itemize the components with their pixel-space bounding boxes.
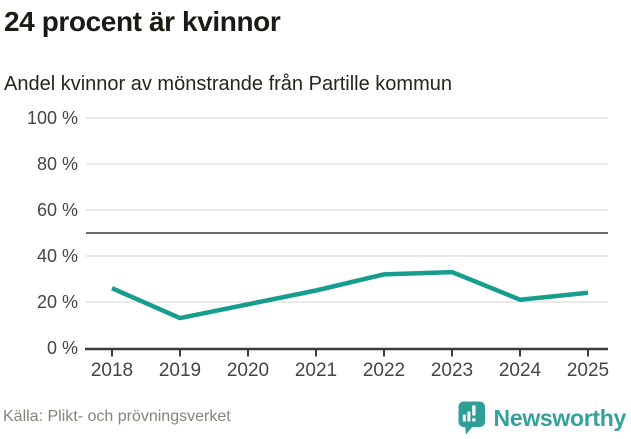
- x-tick-label: 2019: [159, 360, 201, 381]
- newsworthy-brand: Newsworthy: [457, 400, 626, 436]
- y-tick-label: 60 %: [37, 200, 78, 220]
- x-tick-label: 2024: [499, 360, 542, 381]
- x-tick-label: 2018: [91, 360, 133, 381]
- y-tick-label: 100 %: [27, 108, 78, 128]
- x-tick-label: 2021: [295, 360, 337, 381]
- chart-title: 24 procent är kvinnor: [4, 6, 281, 37]
- source-note: Källa: Plikt- och prövningsverket: [3, 408, 231, 425]
- newsworthy-logo-icon: [458, 401, 485, 435]
- y-tick-label: 80 %: [37, 154, 78, 174]
- y-tick-label: 40 %: [37, 246, 78, 266]
- line-chart: 0 % 20 % 40 % 60 % 80 % 100 % 2018 2019 2020 2021…: [27, 108, 609, 381]
- y-tick-label: 0 %: [47, 338, 78, 358]
- x-tick-label: 2023: [431, 360, 473, 381]
- newsworthy-brand-name: Newsworthy: [493, 404, 627, 431]
- x-tick-label: 2022: [363, 360, 405, 381]
- x-tick-label: 2020: [227, 360, 269, 381]
- y-tick-label: 20 %: [37, 292, 78, 312]
- data-line: [111, 269, 589, 321]
- x-tick-label: 2025: [567, 360, 609, 381]
- chart-subtitle: Andel kvinnor av mönstrande från Partill…: [4, 73, 452, 95]
